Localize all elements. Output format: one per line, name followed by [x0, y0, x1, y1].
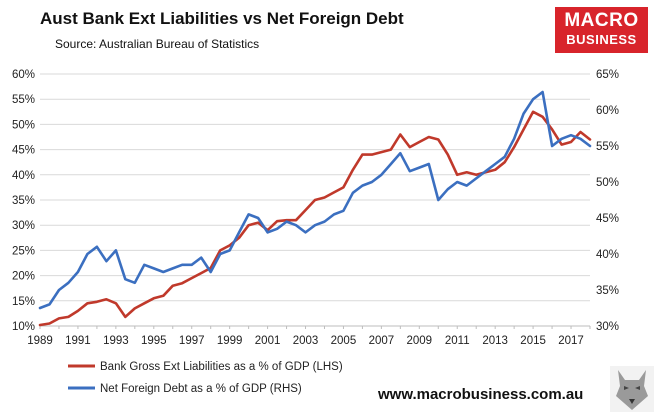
left-axis-tick-label: 25%: [12, 245, 35, 257]
right-axis-tick-label: 50%: [596, 177, 619, 189]
x-axis-tick-label: 2009: [407, 335, 433, 347]
chart-legend: Bank Gross Ext Liabilities as a % of GDP…: [68, 361, 343, 395]
right-axis-tick-label: 60%: [596, 105, 619, 117]
x-axis-tick-label: 2013: [482, 335, 508, 347]
x-axis-tick-label: 2015: [520, 335, 546, 347]
legend-label-lhs: Bank Gross Ext Liabilities as a % of GDP…: [100, 361, 343, 373]
x-axis-tick-label: 2011: [445, 335, 470, 347]
x-axis-tick-label: 2001: [255, 335, 281, 347]
x-axis-tick-label: 1991: [65, 335, 91, 347]
macrobusiness-logo: MACRO BUSINESS: [555, 7, 648, 53]
right-axis-tick-label: 35%: [596, 285, 619, 297]
website-url[interactable]: www.macrobusiness.com.au: [378, 386, 584, 403]
left-axis-tick-label: 50%: [12, 119, 35, 131]
right-axis-tick-label: 45%: [596, 213, 619, 225]
left-axis-tick-label: 60%: [12, 69, 35, 81]
legend-label-rhs: Net Foreign Debt as a % of GDP (RHS): [100, 383, 302, 395]
series-line-net-foreign-debt: [38, 90, 592, 310]
left-axis-tick-label: 10%: [12, 321, 35, 333]
right-axis-tick-label: 40%: [596, 249, 619, 261]
series-line-bank-gross-ext-liabilities: [38, 110, 592, 327]
chart-axes: 10% 15% 20% 25% 30% 35% 40% 45% 50% 55% 60% 30% 35% 4…: [12, 69, 619, 347]
chart-title: Aust Bank Ext Liabilities vs Net Foreign…: [40, 9, 404, 28]
x-axis-tick-label: 2005: [331, 335, 357, 347]
x-axis-tick-label: 1993: [103, 335, 129, 347]
left-axis-tick-label: 45%: [12, 145, 35, 157]
left-axis-tick-label: 40%: [12, 170, 35, 182]
right-axis-tick-label: 30%: [596, 321, 619, 333]
logo-line-1: MACRO: [564, 10, 639, 31]
right-axis-tick-label: 55%: [596, 141, 619, 153]
left-axis-tick-label: 20%: [12, 271, 35, 283]
x-axis-tick-label: 2017: [558, 335, 584, 347]
x-axis-tick-label: 1997: [179, 335, 205, 347]
right-axis-tick-label: 65%: [596, 69, 619, 81]
left-axis-tick-label: 55%: [12, 94, 35, 106]
left-axis-tick-label: 15%: [12, 296, 35, 308]
wolf-icon: [610, 366, 654, 412]
chart-source: Source: Australian Bureau of Statistics: [55, 37, 260, 51]
chart-series: [38, 90, 592, 327]
x-axis-tick-label: 2007: [369, 335, 395, 347]
x-axis-tick-label: 2003: [293, 335, 319, 347]
logo-line-2: BUSINESS: [566, 32, 637, 47]
left-axis-tick-label: 30%: [12, 220, 35, 232]
left-axis-tick-label: 35%: [12, 195, 35, 207]
x-axis-tick-label: 1989: [27, 335, 53, 347]
x-axis-tick-label: 1995: [141, 335, 167, 347]
x-axis-tick-label: 1999: [217, 335, 243, 347]
